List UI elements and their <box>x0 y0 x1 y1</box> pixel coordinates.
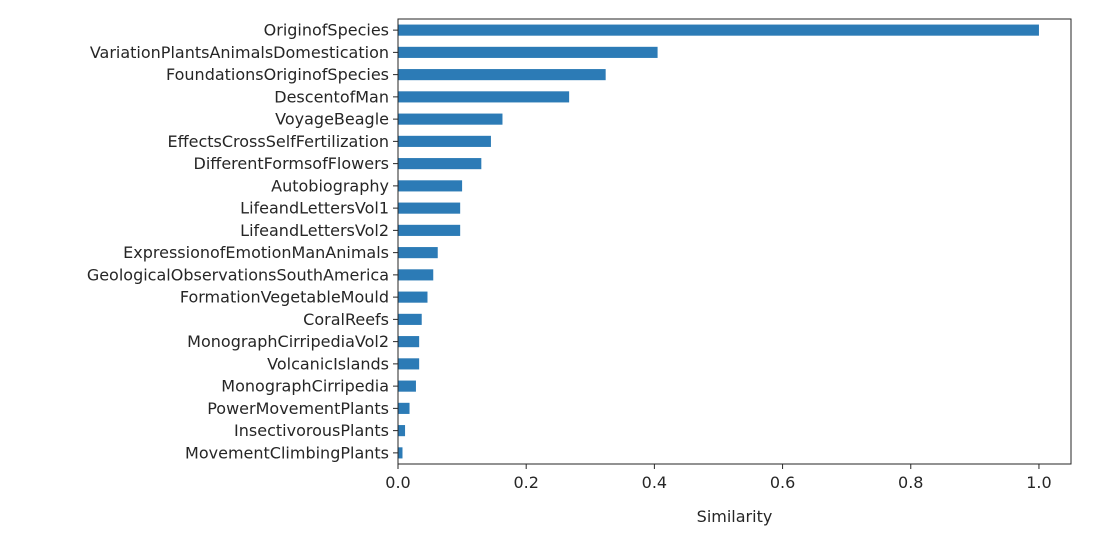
bar-OriginofSpecies <box>398 24 1039 36</box>
x-tick-label: 0.0 <box>385 473 410 492</box>
y-tick-label: LifeandLettersVol1 <box>240 199 389 218</box>
y-tick-label: FoundationsOriginofSpecies <box>166 65 389 84</box>
bar-InsectivorousPlants <box>398 425 406 437</box>
bars-layer <box>398 24 1039 459</box>
y-tick-label: DescentofMan <box>274 87 389 106</box>
y-tick-label: EffectsCrossSelfFertilization <box>167 132 389 151</box>
y-tick-label: VoyageBeagle <box>275 110 389 129</box>
bar-GeologicalObservationsSouthAmerica <box>398 269 434 281</box>
x-tick-label: 0.6 <box>770 473 795 492</box>
bar-CoralReefs <box>398 313 422 325</box>
bar-VoyageBeagle <box>398 113 503 125</box>
y-tick-label: VolcanicIslands <box>267 354 389 373</box>
y-tick-label: Autobiography <box>271 176 389 195</box>
y-tick-label: MonographCirripediaVol2 <box>187 332 389 351</box>
y-tick-label: FormationVegetableMould <box>180 288 389 307</box>
x-tick-label: 1.0 <box>1026 473 1051 492</box>
bar-VariationPlantsAnimalsDomestication <box>398 46 658 58</box>
y-tick-label: PowerMovementPlants <box>207 399 389 418</box>
x-tick-label: 0.2 <box>513 473 538 492</box>
bar-MonographCirripediaVol2 <box>398 336 420 348</box>
y-tick-label: MovementClimbingPlants <box>185 443 389 462</box>
y-tick-label: ExpressionofEmotionManAnimals <box>123 243 389 262</box>
bar-Autobiography <box>398 180 463 192</box>
bar-PowerMovementPlants <box>398 402 410 414</box>
bar-DescentofMan <box>398 91 570 103</box>
x-axis-label: Similarity <box>697 507 773 526</box>
bar-FormationVegetableMould <box>398 291 428 303</box>
y-tick-label: CoralReefs <box>303 310 389 329</box>
bar-LifeandLettersVol2 <box>398 224 461 236</box>
x-tick-label: 0.8 <box>898 473 923 492</box>
bar-VolcanicIslands <box>398 358 420 370</box>
x-tick-label: 0.4 <box>642 473 667 492</box>
y-tick-labels: OriginofSpecies VariationPlantsAnimalsDom… <box>87 21 398 462</box>
bar-ExpressionofEmotionManAnimals <box>398 247 438 259</box>
y-tick-label: DifferentFormsofFlowers <box>194 154 389 173</box>
bar-FoundationsOriginofSpecies <box>398 69 606 81</box>
y-tick-label: GeologicalObservationsSouthAmerica <box>87 265 389 284</box>
bar-EffectsCrossSelfFertilization <box>398 135 491 147</box>
bar-LifeandLettersVol1 <box>398 202 461 214</box>
y-tick-label: LifeandLettersVol2 <box>240 221 389 240</box>
y-tick-label: OriginofSpecies <box>264 21 389 40</box>
y-tick-label: InsectivorousPlants <box>234 421 389 440</box>
bar-DifferentFormsofFlowers <box>398 158 482 170</box>
x-ticks: 0.0 0.2 0.4 0.6 0.8 1.0 <box>385 464 1052 492</box>
plot-frame <box>397 18 1072 465</box>
y-tick-label: VariationPlantsAnimalsDomestication <box>90 43 389 62</box>
y-tick-label: MonographCirripedia <box>221 377 389 396</box>
bar-MovementClimbingPlants <box>398 447 403 459</box>
bar-MonographCirripedia <box>398 380 416 392</box>
